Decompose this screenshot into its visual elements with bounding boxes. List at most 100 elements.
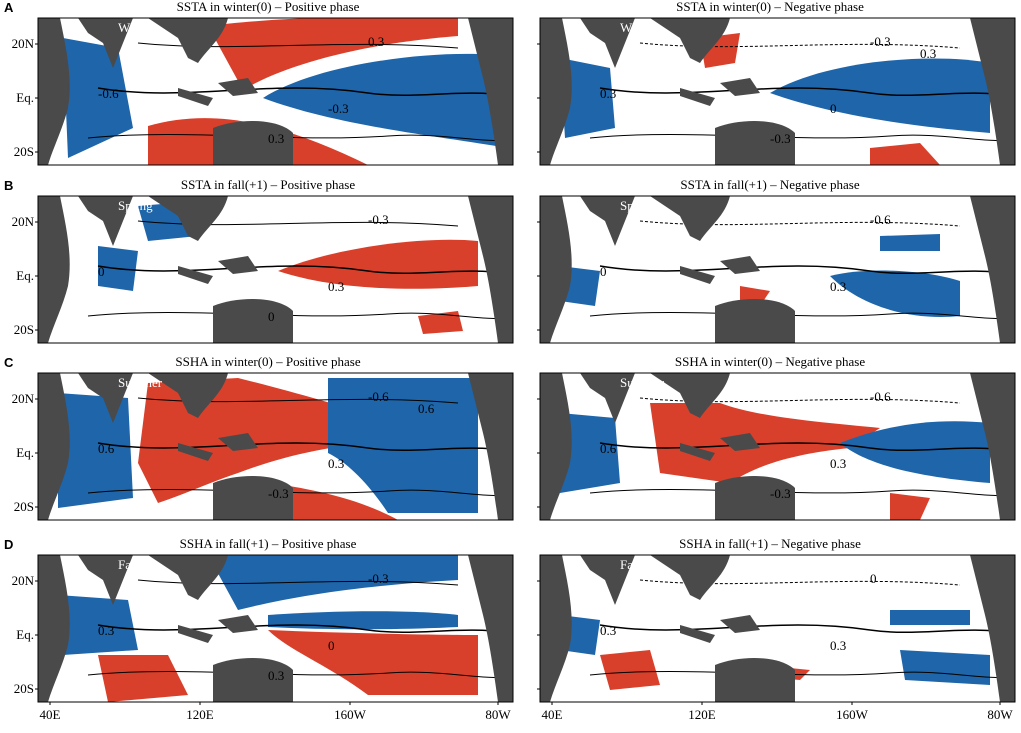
panel-border: [37, 17, 514, 166]
map-panel: -0.6 0.6 0.3 -0.3 Summer: [540, 373, 1015, 520]
land: [720, 256, 760, 274]
x-axis-label: 120E: [186, 707, 214, 722]
land: [580, 373, 635, 423]
contour-label: -0.6: [98, 86, 119, 101]
y-axis-label: 20S: [14, 681, 34, 696]
contour-line: [599, 624, 1015, 634]
contour-label: -0.3: [368, 212, 389, 227]
land: [680, 625, 715, 643]
land: [680, 443, 715, 461]
anomaly-region: [263, 53, 508, 148]
contour-label: 0.3: [268, 131, 284, 146]
contour-line: [589, 488, 1015, 496]
land: [680, 88, 715, 106]
panel-letter: B: [4, 178, 13, 193]
panel-letter: A: [4, 0, 14, 15]
panel-letter: C: [4, 355, 14, 370]
contour-line: [87, 670, 513, 678]
map-panel: 0.3 -0.6 -0.3 0.3 Winter: [38, 18, 513, 165]
y-axis-label: 20S: [14, 322, 34, 337]
land: [720, 433, 760, 451]
land: [540, 18, 572, 165]
land: [218, 256, 258, 274]
contour-line: [599, 87, 1015, 97]
contour-label: 0.3: [268, 668, 284, 683]
contour-line: [137, 397, 459, 404]
contour-line: [137, 42, 459, 49]
anomaly-region: [840, 421, 990, 483]
map-panel: -0.6 0.6 0.3 -0.3 0.6 Summer: [38, 373, 513, 520]
land: [680, 266, 715, 284]
season-label: Summer: [620, 375, 665, 390]
land: [720, 78, 760, 96]
anomaly-region: [890, 610, 970, 625]
contour-line: [137, 220, 459, 227]
contour-line: [599, 442, 1015, 452]
contour-label: -0.6: [870, 212, 891, 227]
land: [218, 615, 258, 633]
contour-label: 0: [328, 638, 335, 653]
land: [580, 18, 635, 68]
contour-line: [639, 42, 961, 49]
land: [213, 121, 293, 165]
land: [178, 625, 213, 643]
contour-label: -0.3: [368, 571, 389, 586]
map-panel: -0.3 0.3 0 -0.3 0.3 Winter: [540, 18, 1015, 165]
land: [78, 18, 133, 68]
contour-label: -0.3: [770, 131, 791, 146]
land: [148, 196, 228, 241]
contour-label: -0.3: [268, 486, 289, 501]
contour-line: [639, 579, 961, 586]
anomaly-region: [560, 58, 615, 138]
season-label: Winter: [118, 20, 154, 35]
land: [970, 373, 1015, 520]
contour-label: 0: [830, 101, 837, 116]
land: [720, 615, 760, 633]
anomaly-region: [328, 378, 478, 513]
land: [178, 88, 213, 106]
anomaly-region: [418, 311, 463, 334]
season-label: Fall: [118, 557, 139, 572]
y-axis-label: Eq.: [16, 268, 34, 283]
panel-title: SSHA in winter(0) – Negative phase: [675, 354, 866, 369]
season-label: Fall: [620, 557, 641, 572]
contour-line: [639, 397, 961, 404]
anomaly-region: [268, 630, 478, 695]
map-panel: -0.3 0 0.3 0 Spring: [38, 196, 513, 343]
land: [178, 443, 213, 461]
contour-line: [87, 311, 513, 319]
y-axis-label: 20N: [12, 391, 35, 406]
land: [540, 555, 572, 702]
contour-line: [589, 670, 1015, 678]
contour-label: 0.3: [830, 279, 846, 294]
land: [78, 555, 133, 605]
contour-label: 0.6: [98, 441, 115, 456]
contour-line: [137, 579, 459, 586]
land: [715, 476, 795, 520]
land: [218, 433, 258, 451]
land: [38, 18, 70, 165]
x-axis-label: 120E: [688, 707, 716, 722]
land: [650, 18, 730, 63]
x-axis-label: 80W: [987, 707, 1013, 722]
contour-label: 0.3: [830, 638, 846, 653]
y-axis-label: 20N: [12, 214, 35, 229]
land: [650, 373, 730, 418]
land: [213, 299, 293, 343]
anomaly-region: [600, 650, 660, 690]
contour-line: [97, 265, 513, 275]
x-axis-label: 160W: [836, 707, 869, 722]
contour-label: 0.3: [920, 46, 936, 61]
land: [650, 555, 730, 600]
contour-label: 0: [600, 264, 607, 279]
panel-border: [37, 554, 514, 703]
land: [148, 18, 228, 63]
anomaly-region: [650, 403, 880, 483]
anomaly-region: [900, 650, 990, 685]
anomaly-region: [830, 270, 960, 317]
panel-border: [539, 372, 1016, 521]
x-axis-label: 160W: [334, 707, 367, 722]
contour-line: [97, 624, 513, 634]
panel-title: SSTA in fall(+1) – Positive phase: [181, 177, 355, 192]
